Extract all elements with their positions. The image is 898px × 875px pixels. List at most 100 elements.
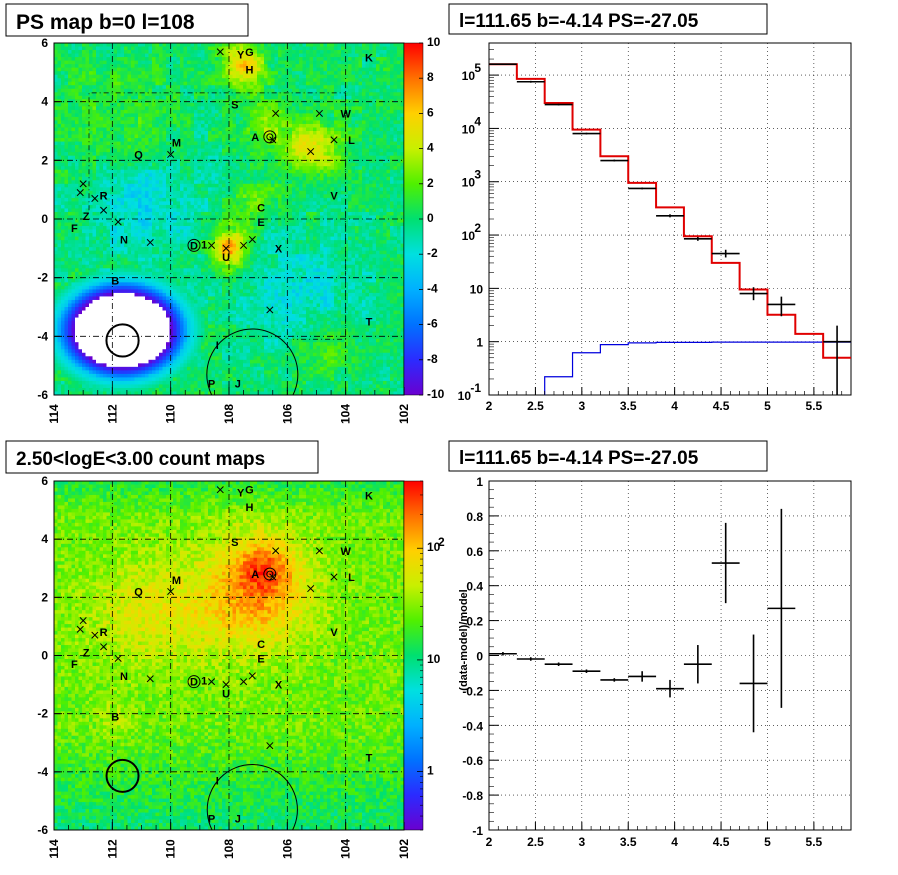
heatmap-cell: [54, 391, 58, 395]
heatmap-cell: [190, 338, 195, 343]
heatmap-cell: [75, 53, 79, 58]
heatmap-cell: [96, 261, 100, 266]
heatmap-cell: [127, 187, 132, 192]
heatmap-cell: [204, 310, 209, 315]
heatmap-cell: [173, 197, 177, 202]
heatmap-cell: [166, 324, 170, 329]
heatmap-cell: [141, 275, 146, 280]
heatmap-cell: [194, 285, 198, 290]
heatmap-cell: [75, 57, 79, 61]
heatmap-cell: [222, 314, 226, 318]
heatmap-cell: [99, 261, 104, 266]
heatmap-cell: [148, 57, 153, 61]
heatmap-cell: [176, 303, 181, 308]
heatmap-cell: [208, 95, 212, 100]
heatmap-cell: [103, 226, 107, 230]
heatmap-cell: [183, 64, 188, 69]
heatmap-cell: [152, 138, 156, 142]
heatmap-cell: [169, 78, 174, 83]
heatmap-cell: [113, 43, 118, 47]
heatmap-cell: [68, 187, 72, 192]
heatmap-cell: [117, 264, 121, 269]
heatmap-cell: [180, 342, 184, 347]
heatmap-cell: [162, 314, 167, 318]
heatmap-cell: [183, 352, 188, 357]
heatmap-cell: [215, 64, 219, 69]
heatmap-cell: [145, 148, 149, 153]
heatmap-cell: [204, 109, 209, 114]
heatmap-cell: [106, 363, 111, 368]
heatmap-cell: [215, 307, 219, 311]
heatmap-cell: [162, 292, 167, 297]
heatmap-cell: [106, 187, 111, 192]
heatmap-cell: [148, 201, 153, 206]
heatmap-cell: [127, 247, 132, 252]
heatmap-cell: [127, 43, 132, 47]
heatmap-cell: [127, 113, 132, 118]
heatmap-cell: [166, 236, 170, 241]
heatmap-cell: [187, 64, 191, 69]
heatmap-cell: [166, 159, 170, 164]
heatmap-cell: [155, 113, 160, 118]
heatmap-cell: [75, 310, 79, 315]
heatmap-cell: [113, 131, 118, 135]
heatmap-cell: [96, 141, 100, 146]
heatmap-cell: [162, 257, 167, 262]
heatmap-cell: [222, 289, 226, 294]
heatmap-cell: [166, 102, 170, 107]
heatmap-cell: [89, 363, 93, 368]
heatmap-cell: [96, 123, 100, 128]
heatmap-cell: [71, 310, 76, 315]
heatmap-cell: [208, 176, 212, 181]
heatmap-cell: [138, 296, 142, 301]
heatmap-cell: [190, 134, 195, 139]
heatmap-cell: [134, 229, 139, 234]
heatmap-cell: [96, 342, 100, 347]
heatmap-cell: [71, 352, 76, 357]
heatmap-cell: [148, 204, 153, 209]
heatmap-cell: [54, 197, 58, 202]
heatmap-cell: [141, 208, 146, 213]
heatmap-cell: [194, 356, 198, 361]
heatmap-cell: [218, 363, 223, 368]
heatmap-cell: [61, 310, 65, 315]
heatmap-cell: [138, 310, 142, 315]
heatmap-cell: [176, 240, 181, 245]
heatmap-cell: [75, 292, 79, 297]
heatmap-cell: [103, 282, 107, 287]
heatmap-cell: [78, 233, 83, 237]
heatmap-cell: [180, 173, 184, 178]
heatmap-cell: [99, 338, 104, 343]
heatmap-cell: [197, 261, 202, 266]
heatmap-cell: [155, 345, 160, 350]
heatmap-cell: [155, 204, 160, 209]
heatmap-cell: [82, 138, 86, 142]
heatmap-cell: [82, 261, 86, 266]
heatmap-cell: [215, 387, 219, 392]
heatmap-cell: [61, 211, 65, 216]
heatmap-cell: [82, 50, 86, 54]
heatmap-cell: [197, 345, 202, 350]
heatmap-cell: [138, 299, 142, 304]
heatmap-cell: [113, 261, 118, 266]
heatmap-cell: [89, 109, 93, 114]
heatmap-cell: [159, 240, 163, 245]
heatmap-cell: [166, 226, 170, 230]
heatmap-cell: [106, 102, 111, 107]
heatmap-cell: [64, 152, 69, 157]
heatmap-cell: [138, 335, 142, 340]
heatmap-cell: [204, 289, 209, 294]
heatmap-cell: [71, 120, 76, 125]
heatmap-cell: [75, 366, 79, 371]
heatmap-cell: [113, 138, 118, 142]
heatmap-cell: [61, 166, 65, 171]
heatmap-cell: [68, 127, 72, 132]
heatmap-cell: [138, 74, 142, 79]
heatmap-cell: [187, 314, 191, 318]
heatmap-cell: [208, 131, 212, 135]
heatmap-cell: [176, 373, 181, 378]
heatmap-cell: [211, 123, 216, 128]
heatmap-cell: [138, 60, 142, 65]
heatmap-cell: [173, 102, 177, 107]
heatmap-cell: [131, 299, 135, 304]
